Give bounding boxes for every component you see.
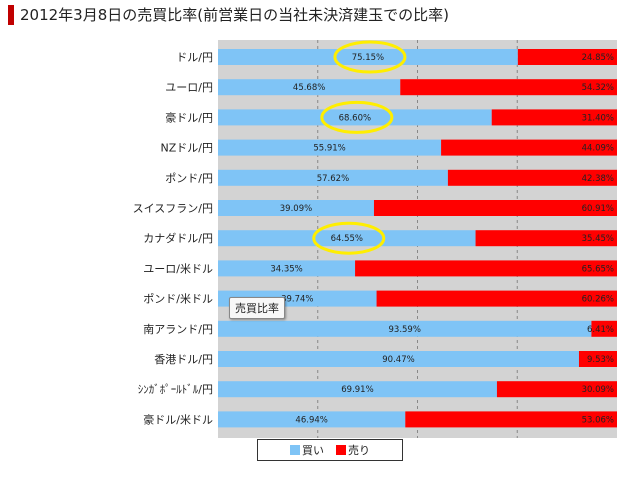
bar-buy: [218, 169, 448, 186]
category-label: ユーロ/米ドル: [143, 262, 213, 275]
title-accent-bar: [8, 5, 14, 25]
data-label-buy: 45.68%: [293, 83, 325, 93]
category-label: ｼﾝｶﾞﾎﾟｰﾙﾄﾞﾙ/円: [138, 383, 213, 396]
bar-buy: [218, 49, 518, 65]
bar-sell: [496, 381, 617, 398]
bar-sell: [591, 320, 617, 337]
data-label-buy: 39.09%: [280, 204, 312, 214]
data-label-sell: 54.32%: [582, 83, 614, 93]
bar-buy: [218, 139, 442, 156]
bar-buy: [218, 260, 356, 277]
data-label-buy: 75.15%: [352, 53, 384, 63]
bar-sell: [475, 230, 617, 247]
data-label-sell: 6.41%: [587, 325, 614, 335]
bars: 75.15% 24.85% 45.68% 54.32% 68.60% 31.40% 55.9…: [218, 49, 617, 428]
data-label-sell: 60.91%: [582, 204, 614, 214]
data-label-sell: 35.45%: [582, 234, 614, 244]
data-label-sell: 44.09%: [582, 144, 614, 154]
data-label-buy: 46.94%: [295, 415, 327, 425]
bar-buy: [218, 109, 492, 126]
category-label: 豪ドル/円: [165, 110, 213, 124]
category-label: 香港ドル/円: [154, 353, 213, 366]
data-label-buy: 34.35%: [270, 264, 302, 274]
category-label: 豪ドル/米ドル: [143, 412, 213, 426]
data-label-buy: 39.74%: [281, 295, 313, 305]
category-label: カナダドル/円: [143, 231, 213, 245]
data-label-buy: 69.91%: [341, 385, 373, 395]
data-label-sell: 31.40%: [582, 113, 614, 123]
data-label-buy: 64.55%: [331, 234, 363, 244]
highlights: [312, 40, 407, 255]
bar-sell: [447, 169, 617, 186]
category-label: NZドル/円: [161, 142, 213, 155]
legend-swatch-buy: [290, 445, 300, 455]
data-label-buy: 90.47%: [382, 355, 414, 365]
bar-buy: [218, 381, 497, 398]
category-label: ポンド/円: [165, 172, 213, 185]
data-label-buy: 55.91%: [313, 144, 345, 154]
legend: 買い 売り: [257, 439, 403, 461]
legend-item-sell: 売り: [336, 442, 370, 458]
bar-buy: [218, 320, 592, 337]
bar-sell: [405, 411, 617, 428]
category-label: ドル/円: [176, 51, 213, 64]
bar-sell: [400, 79, 617, 96]
highlight-ellipse: [333, 40, 407, 74]
data-label-sell: 60.26%: [582, 295, 614, 305]
data-label-sell: 42.38%: [582, 174, 614, 184]
legend-label-sell: 売り: [348, 444, 370, 457]
data-label-sell: 53.06%: [582, 415, 614, 425]
bar-sell: [373, 200, 617, 216]
bar-buy: [218, 351, 579, 367]
data-label-sell: 24.85%: [582, 53, 614, 63]
bar-buy: [218, 200, 374, 216]
data-label-buy: 68.60%: [339, 113, 371, 123]
highlight-ellipse: [320, 100, 394, 134]
bar-sell: [355, 260, 617, 277]
data-label-sell: 30.09%: [582, 385, 614, 395]
bar-buy: [218, 79, 401, 96]
bar-buy: [218, 230, 476, 247]
category-label: ポンド/米ドル: [143, 293, 213, 306]
category-label: スイスフラン/円: [133, 202, 213, 215]
hover-tooltip: 売買比率: [229, 297, 285, 319]
bar-sell: [441, 139, 617, 156]
legend-item-buy: 買い: [290, 442, 324, 458]
bar-sell: [376, 290, 617, 307]
bar-sell: [578, 351, 617, 367]
data-label-buy: 93.59%: [389, 325, 421, 335]
data-label-sell: 65.65%: [582, 264, 614, 274]
data-label-buy: 57.62%: [317, 174, 349, 184]
bar-sell: [517, 49, 617, 65]
data-label-sell: 9.53%: [587, 355, 614, 365]
category-label: ユーロ/円: [165, 81, 213, 94]
chart-title: 2012年3月8日の売買比率(前営業日の当社未決済建玉での比率): [20, 6, 449, 24]
category-label: 南アランド/円: [143, 323, 213, 336]
legend-swatch-sell: [336, 445, 346, 455]
bar-buy: [218, 411, 406, 428]
legend-label-buy: 買い: [302, 444, 324, 457]
bar-sell: [491, 109, 617, 126]
highlight-ellipse: [312, 221, 386, 255]
